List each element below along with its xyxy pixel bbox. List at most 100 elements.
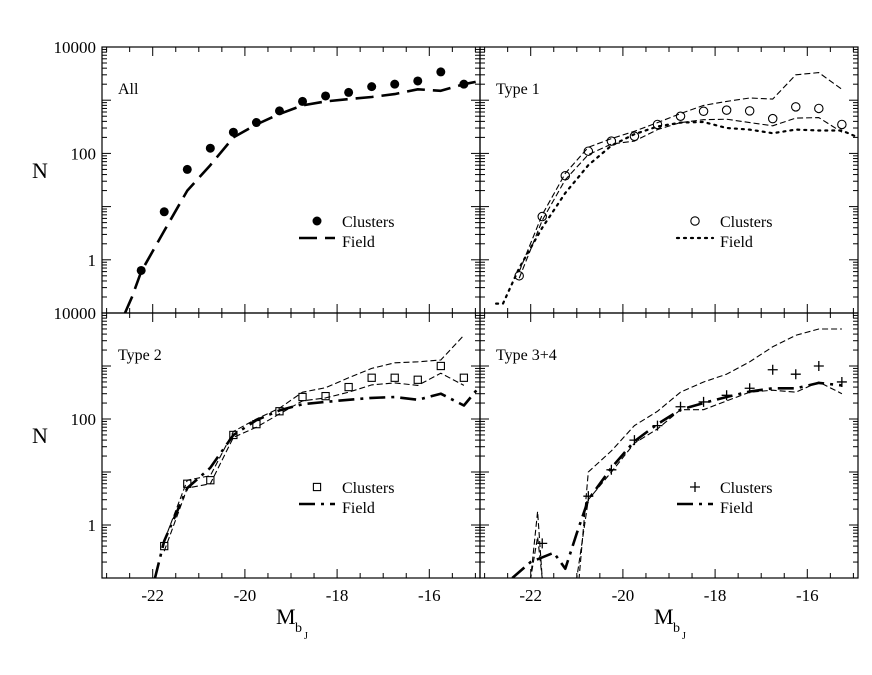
data-point	[390, 373, 399, 382]
series-clusters-markers	[514, 102, 847, 281]
data-point	[698, 396, 709, 407]
chart-panel-1: 1 100 10000 All Clusters Field	[54, 38, 481, 314]
plot-frame	[101, 46, 481, 314]
data-point	[537, 538, 548, 549]
data-point	[744, 106, 755, 116]
x-tick-label: -16	[796, 586, 819, 605]
data-point	[298, 96, 308, 106]
series-field-line	[153, 385, 480, 578]
data-point	[767, 113, 778, 124]
data-point	[205, 143, 215, 153]
legend: Clusters Field	[299, 214, 394, 251]
y-tick-label: 100	[71, 144, 97, 163]
x-tick-label: -16	[418, 586, 441, 605]
series-field-line	[511, 381, 843, 578]
legend-label: Field	[720, 500, 753, 517]
data-point	[413, 375, 422, 384]
legend: Clusters Field	[675, 214, 772, 251]
data-point	[390, 79, 400, 89]
legend-symbol	[312, 216, 322, 226]
chart-panel-2: Type 1 Clusters Field	[479, 46, 859, 314]
legend-label: Field	[342, 234, 375, 251]
x-axis-label-right: M b J	[654, 604, 686, 642]
y-axis-label-bottom: N	[32, 423, 48, 448]
data-point	[675, 111, 686, 121]
legend-symbol	[690, 216, 700, 226]
series-layer	[153, 334, 480, 578]
chart-panel-4: -22 -20 -18 -16 Type 3+4 Clusters Field	[479, 312, 859, 605]
data-point	[721, 105, 732, 115]
y-tick-label: 1	[88, 251, 97, 270]
series-envelope-2-line	[163, 334, 465, 542]
series-field-line	[123, 79, 480, 313]
x-tick-label: -18	[704, 586, 727, 605]
series-envelope-2-line	[518, 72, 843, 272]
data-point	[367, 373, 376, 382]
legend: Clusters Field	[677, 480, 772, 517]
chart-panel-3: -22 -20 -18 -16 1 100 10000 Type 2 Clusters Field	[54, 304, 481, 605]
data-point	[321, 91, 331, 101]
data-point	[629, 131, 640, 142]
x-label-sub: b	[295, 621, 302, 636]
legend-label: Clusters	[342, 480, 394, 497]
panel-label: Type 2	[118, 347, 162, 364]
legend-label: Field	[720, 234, 753, 251]
data-point	[298, 392, 307, 402]
data-point	[436, 67, 446, 77]
data-point	[814, 103, 824, 114]
series-layer	[495, 72, 858, 305]
y-tick-label: 10000	[54, 304, 97, 323]
panels-layer: 1 100 10000 All Clusters Field Type 1 Clusters F…	[54, 38, 859, 605]
data-point	[228, 127, 238, 137]
series-envelope-3-line	[519, 381, 843, 578]
data-point	[583, 146, 594, 156]
x-tick-label: -22	[519, 586, 542, 605]
data-point	[791, 102, 801, 112]
legend-label: Field	[342, 500, 375, 517]
data-point	[344, 87, 354, 97]
y-tick-label: 10000	[54, 38, 97, 57]
series-clusters-markers	[136, 67, 469, 275]
x-tick-label: -22	[141, 586, 164, 605]
data-point	[367, 82, 377, 92]
series-envelope-2-line	[519, 328, 842, 578]
x-label-subsub: J	[682, 631, 686, 642]
data-point	[321, 391, 330, 401]
series-envelope-3-line	[518, 117, 843, 279]
x-label-sub: b	[673, 621, 680, 636]
legend: Clusters Field	[299, 480, 394, 517]
x-label-main: M	[276, 604, 296, 629]
y-axis-label-top: N	[32, 158, 48, 183]
data-point	[606, 136, 617, 146]
data-point	[136, 265, 146, 275]
series-layer	[511, 328, 847, 578]
data-point	[413, 76, 423, 86]
legend-symbol	[312, 482, 322, 492]
panel-label: Type 3+4	[496, 347, 557, 364]
data-point	[813, 361, 824, 371]
y-tick-label: 1	[88, 516, 97, 535]
data-point	[459, 373, 469, 382]
x-label-subsub: J	[304, 631, 308, 642]
panel-label: Type 1	[496, 81, 540, 98]
data-point	[182, 164, 192, 174]
data-point	[159, 207, 169, 217]
data-point	[698, 106, 709, 116]
panel-label: All	[118, 81, 139, 98]
x-axis-label-left: M b J	[276, 604, 308, 642]
x-tick-label: -20	[234, 586, 257, 605]
legend-label: Clusters	[720, 214, 772, 231]
legend-symbol	[690, 482, 700, 492]
x-tick-label: -18	[326, 586, 349, 605]
data-point	[344, 382, 353, 392]
series-layer	[123, 67, 480, 313]
y-tick-label: 100	[71, 410, 97, 429]
legend-label: Clusters	[342, 214, 394, 231]
x-label-main: M	[654, 604, 674, 629]
series-field-line	[495, 120, 858, 305]
data-point	[790, 369, 801, 380]
series-envelope-3-line	[163, 372, 465, 552]
data-point	[436, 361, 445, 371]
data-point	[537, 211, 547, 222]
